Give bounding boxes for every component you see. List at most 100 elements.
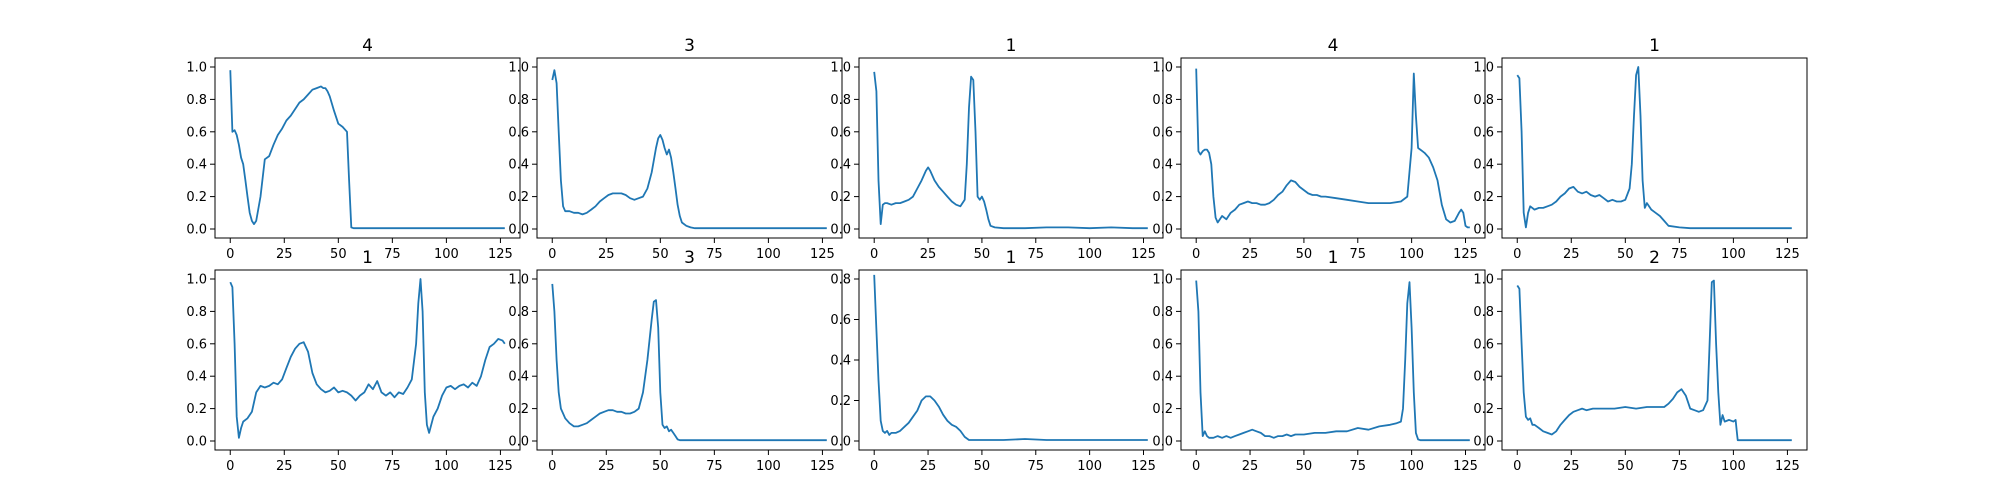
y-tick-label: 0.4 xyxy=(186,158,207,173)
x-tick-label: 25 xyxy=(598,459,615,474)
axes-frame xyxy=(858,269,1164,451)
y-tick-label: 0.0 xyxy=(830,435,851,450)
y-tick-label: 1.0 xyxy=(1152,273,1173,288)
x-tick-label: 125 xyxy=(1775,459,1800,474)
x-tick-label: 50 xyxy=(1617,247,1634,262)
x-tick-label: 125 xyxy=(1453,459,1478,474)
y-tick-label: 0.0 xyxy=(1152,435,1173,450)
y-tick-label: 0.8 xyxy=(186,93,207,108)
y-tick-label: 1.0 xyxy=(508,61,529,76)
y-tick-label: 0.0 xyxy=(1152,223,1173,238)
y-tick-label: 0.4 xyxy=(830,354,851,369)
x-tick-label: 125 xyxy=(1775,247,1800,262)
subplot-9: 0 25 50 75 100 125 0.0 0.2 0.4 0.6 0.8 1.0 1 xyxy=(1152,248,1486,474)
y-tick-label: 0.8 xyxy=(1152,305,1173,320)
x-tick-label: 125 xyxy=(1131,459,1156,474)
x-tick-label: 0 xyxy=(870,247,878,262)
y-tick-label: 1.0 xyxy=(186,61,207,76)
y-tick-label: 1.0 xyxy=(186,273,207,288)
subplot-title: 1 xyxy=(362,248,373,268)
x-tick-label: 50 xyxy=(1296,247,1313,262)
x-tick-label: 100 xyxy=(434,247,459,262)
y-tick-label: 0.4 xyxy=(1152,370,1173,385)
series-line xyxy=(1195,68,1470,229)
y-tick-label: 0.2 xyxy=(830,190,851,205)
x-tick-label: 50 xyxy=(974,247,991,262)
y-tick-label: 1.0 xyxy=(1473,61,1494,76)
subplot-7: 0 25 50 75 100 125 0.0 0.2 0.4 0.6 0.8 1.0 3 xyxy=(508,248,843,474)
x-tick-label: 25 xyxy=(1242,459,1259,474)
y-tick-label: 0.0 xyxy=(186,435,207,450)
y-tick-label: 0.8 xyxy=(508,305,529,320)
y-tick-label: 0.6 xyxy=(1473,125,1494,140)
x-tick-label: 0 xyxy=(548,247,556,262)
y-tick-label: 0.4 xyxy=(1473,158,1494,173)
y-tick-label: 1.0 xyxy=(508,273,529,288)
x-tick-label: 0 xyxy=(226,459,234,474)
y-tick-label: 0.8 xyxy=(1152,93,1173,108)
x-tick-label: 125 xyxy=(810,459,835,474)
subplot-5: 0 25 50 75 100 125 0.0 0.2 0.4 0.6 0.8 1.0 1 xyxy=(1473,36,1808,262)
x-tick-label: 75 xyxy=(706,459,723,474)
subplot-title: 1 xyxy=(1006,36,1017,56)
subplot-title: 4 xyxy=(362,36,373,56)
x-tick-label: 25 xyxy=(1242,247,1259,262)
y-tick-label: 0.8 xyxy=(186,305,207,320)
subplot-title: 4 xyxy=(1328,36,1339,56)
x-tick-label: 25 xyxy=(1563,247,1580,262)
y-tick-label: 0.0 xyxy=(1473,435,1494,450)
subplot-title: 1 xyxy=(1328,248,1339,268)
x-tick-label: 50 xyxy=(652,459,669,474)
y-tick-label: 0.0 xyxy=(508,223,529,238)
axes-frame xyxy=(214,269,521,451)
y-tick-label: 0.2 xyxy=(1152,190,1173,205)
series-line xyxy=(1195,280,1470,442)
series-line xyxy=(229,278,506,439)
x-tick-label: 25 xyxy=(276,247,293,262)
x-tick-label: 50 xyxy=(330,247,347,262)
y-tick-label: 0.6 xyxy=(830,125,851,140)
axes-frame xyxy=(858,57,1164,239)
y-tick-label: 0.6 xyxy=(1152,337,1173,352)
y-tick-label: 0.0 xyxy=(830,223,851,238)
y-tick-label: 0.8 xyxy=(1473,93,1494,108)
x-tick-label: 0 xyxy=(1513,459,1521,474)
y-tick-label: 0.4 xyxy=(186,370,207,385)
subplot-title: 3 xyxy=(684,36,695,56)
y-tick-label: 0.2 xyxy=(1152,402,1173,417)
subplot-8: 0 25 50 75 100 125 0.0 0.2 0.4 0.6 0.8 1 xyxy=(830,248,1164,474)
x-tick-label: 125 xyxy=(488,459,513,474)
x-tick-label: 125 xyxy=(810,247,835,262)
y-tick-label: 0.2 xyxy=(830,394,851,409)
x-tick-label: 100 xyxy=(1399,459,1424,474)
x-tick-label: 75 xyxy=(384,459,401,474)
subplot-title: 2 xyxy=(1649,248,1660,268)
x-tick-label: 0 xyxy=(1192,247,1200,262)
axes-frame xyxy=(1180,269,1486,451)
x-tick-label: 75 xyxy=(1350,459,1367,474)
x-tick-label: 75 xyxy=(1350,247,1367,262)
x-tick-label: 0 xyxy=(1192,459,1200,474)
x-tick-label: 75 xyxy=(384,247,401,262)
y-tick-label: 1.0 xyxy=(830,61,851,76)
axes-frame xyxy=(1501,57,1808,239)
y-tick-label: 0.4 xyxy=(830,158,851,173)
x-tick-label: 100 xyxy=(1077,247,1102,262)
x-tick-label: 50 xyxy=(652,247,669,262)
axes-frame xyxy=(536,269,843,451)
x-tick-label: 75 xyxy=(1671,247,1688,262)
y-tick-label: 0.4 xyxy=(1152,158,1173,173)
y-tick-label: 0.8 xyxy=(830,273,851,288)
series-line xyxy=(873,274,1148,441)
y-tick-label: 0.2 xyxy=(186,402,207,417)
x-tick-label: 75 xyxy=(706,247,723,262)
y-tick-label: 0.0 xyxy=(186,223,207,238)
x-tick-label: 75 xyxy=(1028,247,1045,262)
series-line xyxy=(551,69,827,230)
subplot-2: 0 25 50 75 100 125 0.0 0.2 0.4 0.6 0.8 1.0 3 xyxy=(508,36,843,262)
y-tick-label: 0.8 xyxy=(508,93,529,108)
x-tick-label: 50 xyxy=(1296,459,1313,474)
series-line xyxy=(1516,279,1792,442)
x-tick-label: 100 xyxy=(434,459,459,474)
series-line xyxy=(1516,66,1792,230)
